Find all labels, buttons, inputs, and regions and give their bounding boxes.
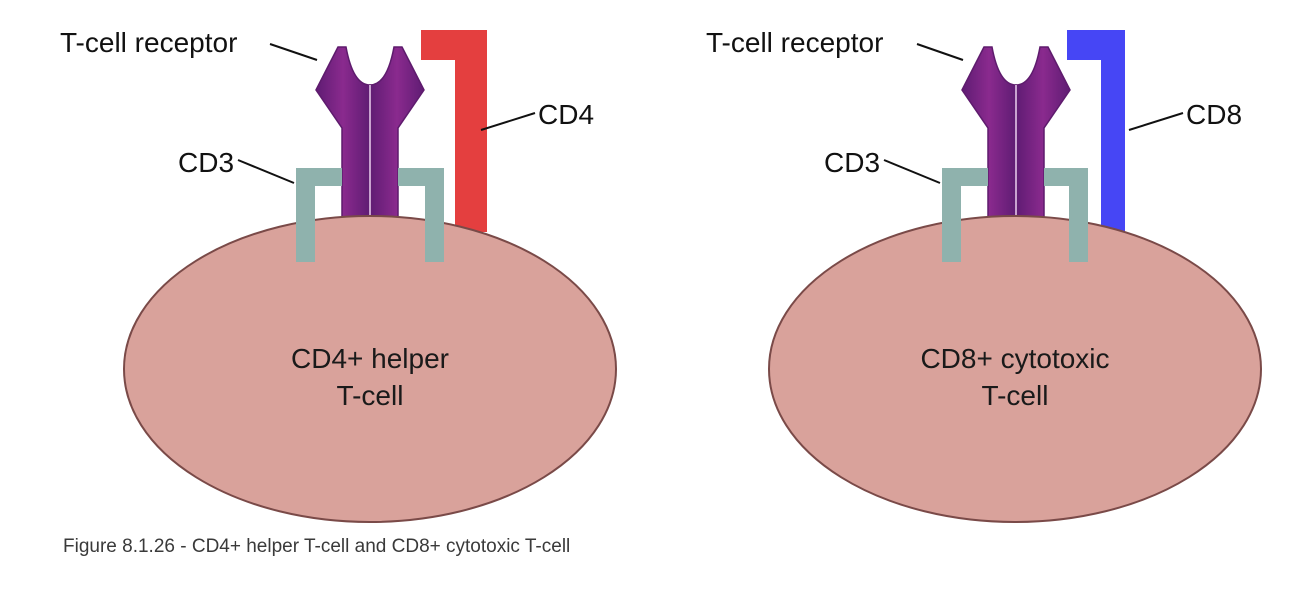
cd8-cytotoxic-t-cell-group: T-cell receptor CD3 CD8 CD8+ cytotoxic T… [706,27,1262,523]
cell-body [768,215,1262,523]
cd8-label: CD8 [1186,99,1242,130]
cell-name-line1: CD4+ helper [291,343,449,374]
cd8-coreceptor [1067,30,1125,232]
cell-name-line2: T-cell [337,380,404,411]
cd3-label: CD3 [178,147,234,178]
receptor-leader-line [916,43,964,61]
cd4-label: CD4 [538,99,594,130]
cd8-leader-line [1128,112,1184,131]
cell-name-line1: CD8+ cytotoxic [920,343,1109,374]
figure-caption: Figure 8.1.26 - CD4+ helper T-cell and C… [63,536,571,557]
cd4-leader-line [480,112,536,131]
t-cell-receptor [961,46,1071,223]
cd3-leader-line [237,159,295,184]
cd4-helper-t-cell-group: T-cell receptor CD3 CD4 CD4+ helper T-ce… [60,27,617,523]
receptor-label: T-cell receptor [706,27,883,58]
cell-body [123,215,617,523]
cd3-leader-line [883,159,941,184]
cell-name-line2: T-cell [982,380,1049,411]
cd3-label: CD3 [824,147,880,178]
receptor-label: T-cell receptor [60,27,237,58]
receptor-leader-line [269,43,318,61]
t-cell-receptor [315,46,425,223]
cd4-coreceptor [421,30,487,232]
cd3-complex [296,168,444,262]
cd3-complex [942,168,1088,262]
